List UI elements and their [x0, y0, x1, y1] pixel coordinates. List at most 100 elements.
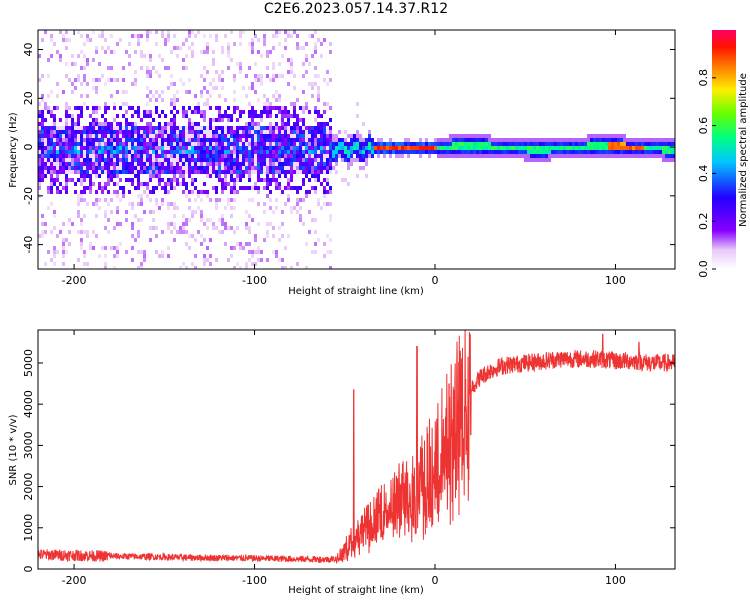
heatmap-cell	[272, 66, 275, 70]
heatmap-cell	[281, 210, 284, 214]
heatmap-cell	[326, 130, 329, 134]
heatmap-cell	[143, 154, 146, 158]
heatmap-cell	[290, 150, 293, 154]
heatmap-cell	[479, 146, 482, 150]
heatmap-cell	[206, 130, 209, 134]
heatmap-cell	[269, 114, 272, 118]
heatmap-cell	[266, 66, 269, 70]
heatmap-cell	[134, 186, 137, 190]
heatmap-cell	[284, 46, 287, 50]
heatmap-cell	[86, 106, 89, 110]
heatmap-cell	[377, 138, 380, 142]
heatmap-cell	[224, 182, 227, 186]
heatmap-cell	[248, 250, 251, 254]
heatmap-cell	[230, 154, 233, 158]
heatmap-cell	[305, 154, 308, 158]
heatmap-cell	[116, 126, 119, 130]
heatmap-cell	[254, 234, 257, 238]
heatmap-cell	[146, 182, 149, 186]
heatmap-cell	[188, 30, 191, 34]
heatmap-cell	[170, 158, 173, 162]
heatmap-cell	[293, 158, 296, 162]
heatmap-cell	[371, 146, 374, 150]
heatmap-cell	[173, 222, 176, 226]
heatmap-cell	[185, 146, 188, 150]
heatmap-cell	[41, 170, 44, 174]
heatmap-cell	[563, 150, 566, 154]
heatmap-cell	[86, 134, 89, 138]
heatmap-cell	[293, 30, 296, 34]
heatmap-cell	[269, 134, 272, 138]
heatmap-cell	[83, 154, 86, 158]
heatmap-cell	[236, 118, 239, 122]
heatmap-cell	[407, 142, 410, 146]
heatmap-cell	[86, 142, 89, 146]
heatmap-cell	[77, 142, 80, 146]
heatmap-cell	[101, 134, 104, 138]
heatmap-cell	[536, 154, 539, 158]
heatmap-cell	[398, 146, 401, 150]
heatmap-cell	[239, 42, 242, 46]
heatmap-cell	[209, 94, 212, 98]
heatmap-cell	[116, 114, 119, 118]
heatmap-cell	[548, 138, 551, 142]
heatmap-cell	[317, 122, 320, 126]
heatmap-cell	[197, 150, 200, 154]
heatmap-cell	[239, 126, 242, 130]
heatmap-cell	[68, 134, 71, 138]
heatmap-cell	[137, 266, 140, 269]
heatmap-cell	[245, 166, 248, 170]
heatmap-cell	[548, 146, 551, 150]
heatmap-cell	[248, 258, 251, 262]
heatmap-cell	[590, 138, 593, 142]
heatmap-cell	[83, 186, 86, 190]
heatmap-cell	[275, 130, 278, 134]
heatmap-cell	[80, 218, 83, 222]
heatmap-cell	[329, 118, 332, 122]
heatmap-cell	[353, 138, 356, 142]
heatmap-cell	[263, 202, 266, 206]
heatmap-cell	[50, 146, 53, 150]
heatmap-cell	[239, 62, 242, 66]
heatmap-cell	[209, 82, 212, 86]
heatmap-cell	[152, 218, 155, 222]
heatmap-cell	[203, 66, 206, 70]
heatmap-cell	[260, 118, 263, 122]
heatmap-cell	[314, 174, 317, 178]
heatmap-cell	[665, 154, 668, 158]
heatmap-cell	[134, 122, 137, 126]
heatmap-cell	[269, 142, 272, 146]
heatmap-cell	[326, 102, 329, 106]
heatmap-cell	[293, 142, 296, 146]
heatmap-cell	[149, 146, 152, 150]
heatmap-cell	[176, 130, 179, 134]
heatmap-cell	[104, 138, 107, 142]
heatmap-cell	[623, 150, 626, 154]
heatmap-cell	[110, 174, 113, 178]
heatmap-cell	[47, 190, 50, 194]
heatmap-cell	[77, 214, 80, 218]
heatmap-cell	[266, 142, 269, 146]
heatmap-cell	[452, 142, 455, 146]
heatmap-cell	[164, 126, 167, 130]
heatmap-cell	[143, 166, 146, 170]
heatmap-cell	[305, 194, 308, 198]
heatmap-cell	[104, 254, 107, 258]
heatmap-cell	[146, 138, 149, 142]
heatmap-cell	[77, 210, 80, 214]
heatmap-cell	[101, 138, 104, 142]
heatmap-cell	[158, 142, 161, 146]
heatmap-cell	[347, 150, 350, 154]
heatmap-cell	[263, 102, 266, 106]
heatmap-cell	[437, 154, 440, 158]
heatmap-cell	[311, 146, 314, 150]
heatmap-cell	[395, 146, 398, 150]
heatmap-cell	[143, 138, 146, 142]
heatmap-cell	[227, 54, 230, 58]
heatmap-cell	[287, 166, 290, 170]
heatmap-cell	[203, 118, 206, 122]
heatmap-cell	[188, 138, 191, 142]
heatmap-cell	[323, 162, 326, 166]
heatmap-cell	[158, 126, 161, 130]
heatmap-cell	[95, 50, 98, 54]
